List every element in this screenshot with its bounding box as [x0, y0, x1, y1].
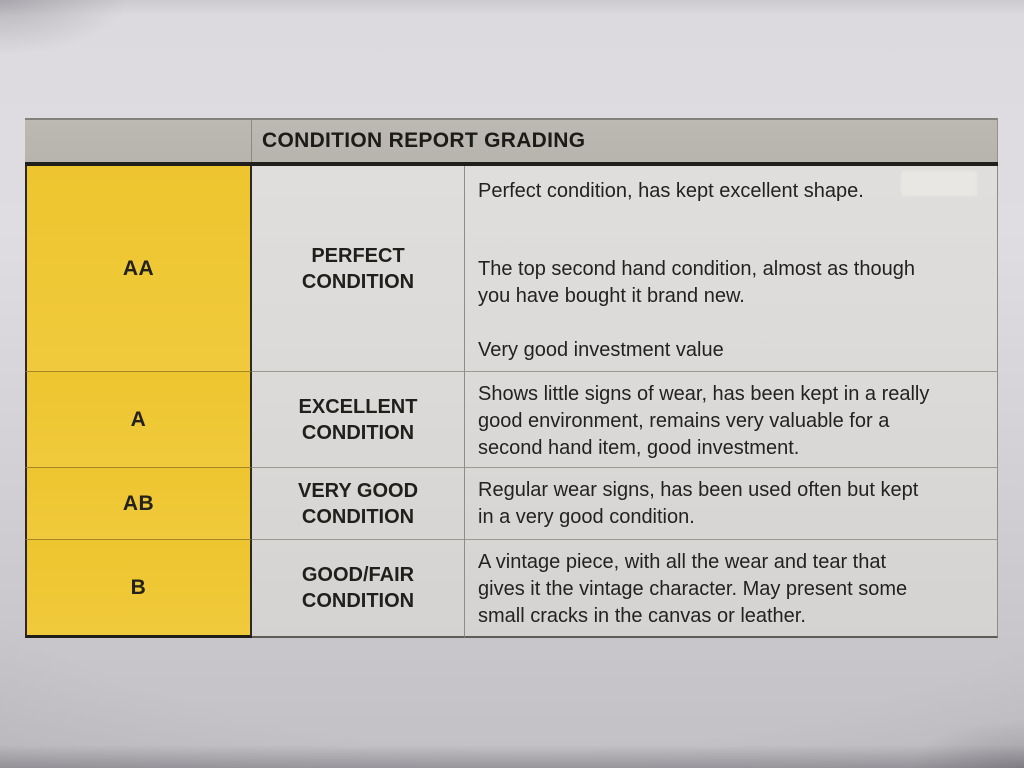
- description-paragraph: Shows little signs of wear, has been kep…: [478, 381, 971, 462]
- description-line: Regular wear signs, has been used often …: [478, 479, 919, 501]
- condition-label-perfect: PERFECT CONDITION: [252, 166, 465, 372]
- condition-grading-table: CONDITION REPORT GRADING AA PERFECT COND…: [25, 118, 998, 638]
- description-paragraph: Very good investment value: [478, 337, 971, 364]
- correction-fluid-patch: [901, 171, 977, 196]
- description-paragraph: Regular wear signs, has been used often …: [478, 477, 971, 531]
- description-cell-ab: Regular wear signs, has been used often …: [465, 468, 998, 540]
- description-cell-aa: Perfect condition, has kept excellent sh…: [465, 166, 998, 372]
- grade-cell-a: A: [25, 372, 252, 468]
- description-line: A vintage piece, with all the wear and t…: [478, 551, 887, 573]
- header-grade-column-spacer: [25, 120, 252, 162]
- table-body: AA PERFECT CONDITION Perfect condition, …: [25, 162, 998, 638]
- grade-cell-ab: AB: [25, 468, 252, 540]
- table-header-row: CONDITION REPORT GRADING: [25, 118, 998, 162]
- condition-label-excellent: EXCELLENT CONDITION: [252, 372, 465, 468]
- description-line: small cracks in the canvas or leather.: [478, 605, 806, 627]
- description-line: you have bought it brand new.: [478, 285, 745, 307]
- description-line: good environment, remains very valuable …: [478, 410, 890, 432]
- description-line: Very good investment value: [478, 339, 724, 361]
- description-paragraph: Perfect condition, has kept excellent sh…: [478, 178, 971, 205]
- description-line: in a very good condition.: [478, 506, 695, 528]
- condition-label-good-fair: GOOD/FAIR CONDITION: [252, 540, 465, 638]
- grade-cell-aa: AA: [25, 166, 252, 372]
- description-cell-a: Shows little signs of wear, has been kep…: [465, 372, 998, 468]
- description-cell-b: A vintage piece, with all the wear and t…: [465, 540, 998, 638]
- description-line: gives it the vintage character. May pres…: [478, 578, 908, 600]
- description-line: The top second hand condition, almost as…: [478, 258, 915, 280]
- description-paragraph: The top second hand condition, almost as…: [478, 256, 971, 310]
- grade-cell-b: B: [25, 540, 252, 638]
- condition-label-very-good: VERY GOOD CONDITION: [252, 468, 465, 540]
- description-paragraph: A vintage piece, with all the wear and t…: [478, 549, 971, 630]
- description-line: Perfect condition, has kept excellent sh…: [478, 180, 864, 202]
- description-line: Shows little signs of wear, has been kep…: [478, 383, 930, 405]
- description-line: second hand item, good investment.: [478, 437, 800, 459]
- table-title: CONDITION REPORT GRADING: [262, 129, 586, 152]
